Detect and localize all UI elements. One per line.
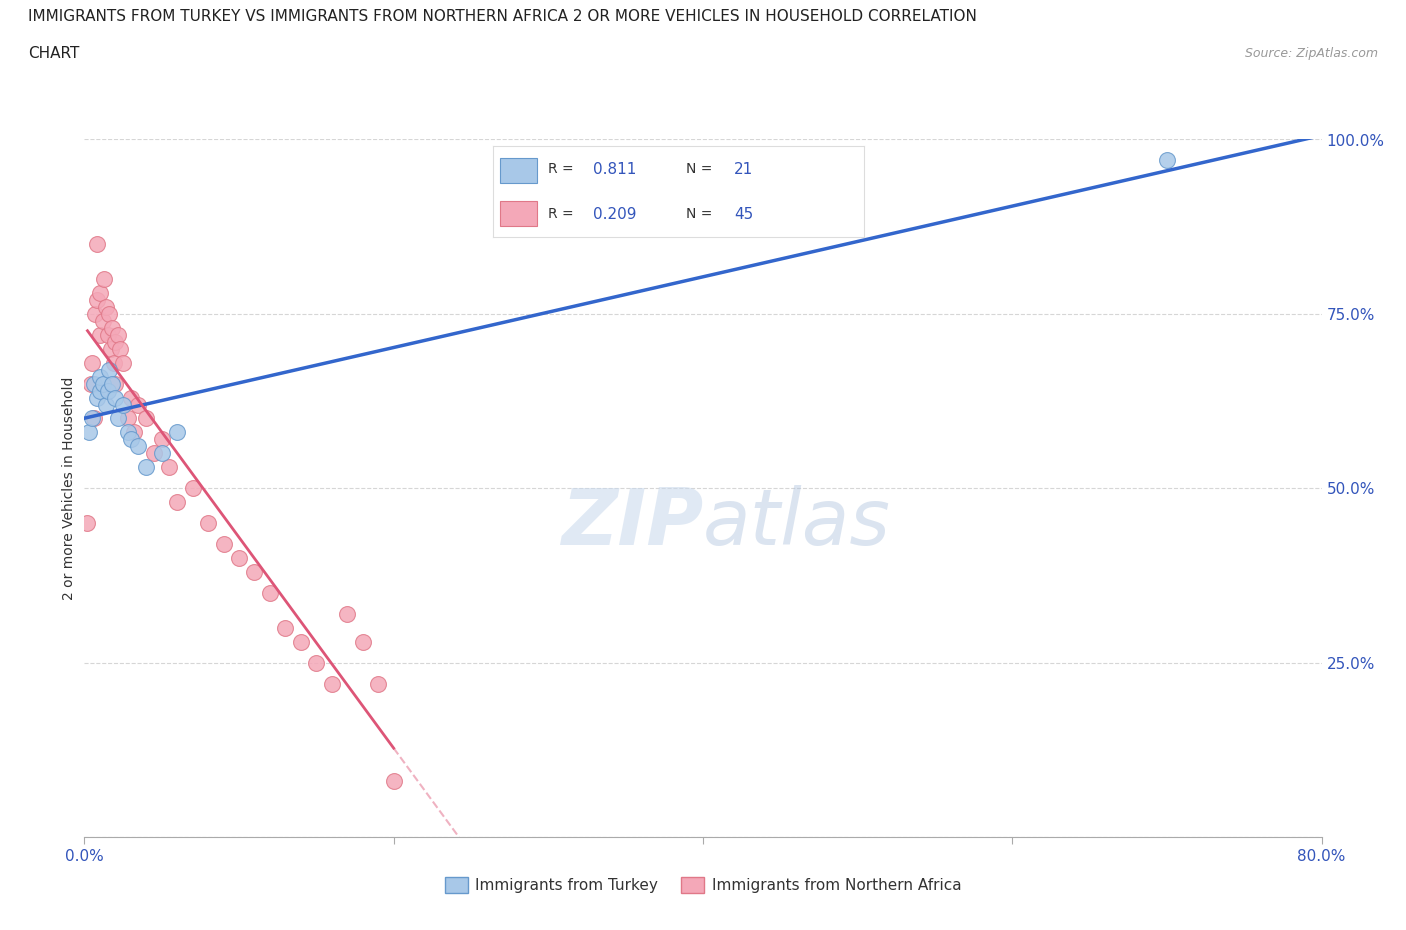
- Point: [117, 411, 139, 426]
- Point: [82, 411, 104, 426]
- Text: ZIP: ZIP: [561, 485, 703, 561]
- Point: [84, 307, 107, 322]
- Point: [89, 327, 111, 342]
- Point: [243, 565, 266, 579]
- Point: [321, 676, 343, 691]
- Point: [77, 425, 100, 440]
- Point: [290, 634, 312, 649]
- Point: [127, 439, 149, 454]
- Point: [94, 299, 117, 314]
- Point: [83, 411, 105, 426]
- Point: [143, 446, 166, 461]
- Point: [98, 362, 121, 378]
- Point: [367, 676, 389, 691]
- Point: [150, 432, 173, 447]
- Point: [104, 334, 127, 349]
- Point: [135, 460, 157, 474]
- Point: [336, 606, 359, 621]
- Text: Source: ZipAtlas.com: Source: ZipAtlas.com: [1244, 46, 1378, 60]
- Point: [122, 425, 145, 440]
- Point: [120, 391, 142, 405]
- Point: [166, 495, 188, 510]
- Point: [98, 307, 121, 322]
- Point: [305, 655, 328, 670]
- Point: [103, 355, 125, 370]
- Point: [96, 327, 118, 342]
- Point: [352, 634, 374, 649]
- Point: [135, 411, 157, 426]
- Point: [89, 369, 111, 384]
- Point: [86, 391, 108, 405]
- Point: [89, 383, 111, 398]
- Point: [100, 341, 122, 356]
- Point: [117, 425, 139, 440]
- Point: [86, 292, 108, 307]
- Point: [212, 537, 235, 551]
- Point: [108, 341, 131, 356]
- Point: [91, 376, 114, 391]
- Point: [93, 272, 115, 286]
- Point: [79, 376, 101, 391]
- Point: [112, 397, 135, 412]
- Point: [89, 286, 111, 300]
- Point: [259, 586, 281, 601]
- Point: [166, 425, 188, 440]
- Point: [96, 383, 118, 398]
- Point: [107, 327, 129, 342]
- Point: [159, 460, 180, 474]
- Text: IMMIGRANTS FROM TURKEY VS IMMIGRANTS FROM NORTHERN AFRICA 2 OR MORE VEHICLES IN : IMMIGRANTS FROM TURKEY VS IMMIGRANTS FRO…: [28, 9, 977, 24]
- Point: [104, 376, 127, 391]
- Point: [1156, 153, 1178, 167]
- Point: [86, 237, 108, 252]
- Point: [181, 481, 204, 496]
- Point: [107, 411, 129, 426]
- Point: [382, 774, 405, 789]
- Text: atlas: atlas: [703, 485, 891, 561]
- Point: [150, 446, 173, 461]
- Point: [82, 355, 104, 370]
- Point: [101, 320, 124, 335]
- Point: [274, 620, 297, 635]
- Point: [197, 515, 219, 530]
- Point: [94, 397, 117, 412]
- Text: CHART: CHART: [28, 46, 80, 61]
- Point: [101, 376, 124, 391]
- Point: [120, 432, 142, 447]
- Point: [112, 355, 135, 370]
- Point: [104, 391, 127, 405]
- Point: [91, 313, 114, 328]
- Point: [76, 515, 98, 530]
- Point: [228, 551, 250, 565]
- Legend: Immigrants from Turkey, Immigrants from Northern Africa: Immigrants from Turkey, Immigrants from …: [439, 870, 967, 899]
- Y-axis label: 2 or more Vehicles in Household: 2 or more Vehicles in Household: [62, 377, 76, 600]
- Point: [83, 376, 105, 391]
- Point: [127, 397, 149, 412]
